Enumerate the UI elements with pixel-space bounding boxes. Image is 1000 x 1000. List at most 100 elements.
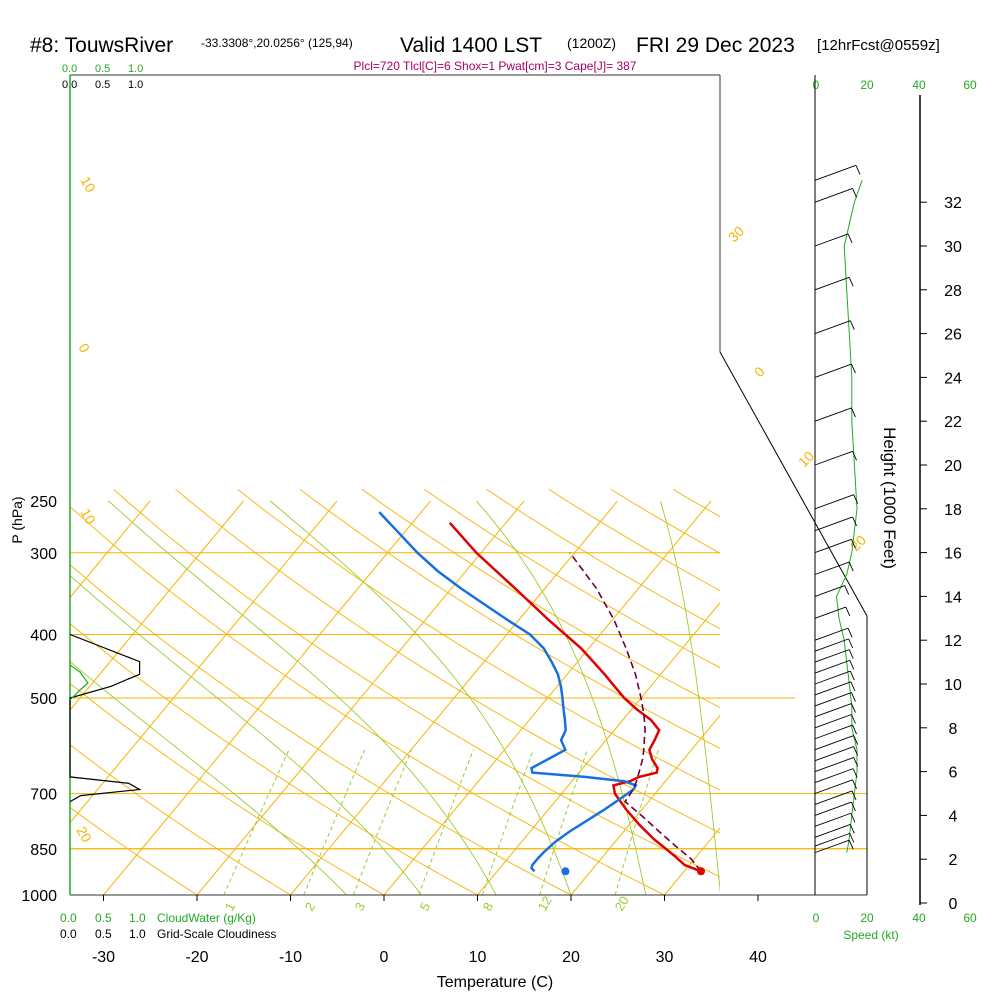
wind-barb-flag bbox=[848, 638, 854, 649]
wind-barb bbox=[814, 757, 854, 773]
cw-tick-bot-2: 1.0 bbox=[129, 911, 146, 925]
isotherm-line bbox=[852, 501, 1000, 895]
dry-adiabat-line bbox=[113, 488, 720, 878]
wind-barb-flag bbox=[851, 790, 857, 801]
pressure-tick-label: 700 bbox=[30, 787, 57, 804]
wind-barb bbox=[814, 839, 850, 854]
dry-adiabat-line bbox=[424, 488, 720, 669]
mixing-ratio-label: 12 bbox=[535, 893, 555, 913]
dry-adiabat-line bbox=[70, 505, 666, 895]
pressure-axis-label: P (hPa) bbox=[9, 496, 25, 543]
dry-adiabat-line bbox=[610, 488, 720, 554]
isotherm-line bbox=[196, 500, 525, 895]
wind-barb bbox=[814, 585, 845, 597]
height-tick-label: 26 bbox=[944, 327, 962, 344]
wind-barb bbox=[814, 724, 853, 740]
wind-barb-flag bbox=[848, 839, 854, 850]
wind-barb bbox=[814, 768, 854, 783]
temperature-tick-label: -20 bbox=[185, 949, 208, 966]
cloudwater-scale-bottom: 0.0 0.5 1.0 CloudWater (g/Kg) 0.0 0.5 1.… bbox=[60, 911, 276, 941]
isotherm-line bbox=[383, 500, 712, 895]
height-tick-label: 12 bbox=[944, 633, 962, 650]
wind-barb bbox=[814, 606, 846, 619]
dry-adiabat-line bbox=[237, 488, 720, 791]
wind-barb bbox=[814, 538, 852, 554]
wind-barb bbox=[814, 363, 852, 378]
pressure-tick-label: 850 bbox=[30, 842, 57, 859]
wind-barb-flag bbox=[853, 757, 859, 767]
wind-barb bbox=[814, 659, 850, 674]
pressure-axis: 250 300 400 500 700 850 1000 bbox=[21, 494, 57, 905]
height-tick-label: 22 bbox=[944, 414, 962, 431]
cloudiness-label: Grid-Scale Cloudiness bbox=[157, 927, 276, 941]
wind-barb bbox=[814, 649, 850, 663]
cl-tick-bot-1: 0.5 bbox=[95, 927, 112, 941]
wind-barb bbox=[814, 681, 852, 696]
wind-barb-flag bbox=[848, 649, 854, 659]
wind-barb bbox=[814, 801, 852, 816]
wind-barb bbox=[814, 494, 854, 510]
wind-profile bbox=[814, 164, 863, 854]
moist-adiabat-line bbox=[70, 574, 422, 895]
temperature-tick-label: 0 bbox=[380, 949, 389, 966]
speed-tick-bot-0: 0 bbox=[813, 911, 820, 925]
isotherm-line bbox=[103, 500, 431, 895]
cw-tick-bot-0: 0.0 bbox=[60, 911, 77, 925]
wind-barb bbox=[814, 627, 849, 641]
dry-adiabat-grid bbox=[70, 488, 720, 895]
wind-barb-flag bbox=[852, 779, 857, 789]
wind-barb bbox=[814, 692, 852, 707]
temperature-axis-label: Temperature (C) bbox=[437, 974, 553, 991]
cw-tick-top-0: 0.0 bbox=[62, 63, 77, 75]
height-tick-label: 32 bbox=[944, 195, 962, 212]
zulu-time: (1200Z) bbox=[567, 35, 616, 51]
wind-barb-flag bbox=[851, 407, 856, 418]
dry-adiabat-line bbox=[70, 682, 385, 895]
dewpoint-surface-marker bbox=[561, 867, 570, 876]
isotherm-label: 20 bbox=[73, 824, 95, 846]
mixing-ratio-label: 20 bbox=[612, 893, 632, 913]
wind-barb bbox=[814, 735, 854, 751]
wind-barb bbox=[814, 790, 853, 805]
wind-barb-flag bbox=[855, 165, 861, 175]
cl-tick-top-2: 1.0 bbox=[128, 79, 143, 91]
wind-barb-flag bbox=[847, 233, 853, 244]
dry-adiabat-line bbox=[299, 488, 720, 749]
wind-barb-flag bbox=[849, 670, 855, 681]
sounding-profiles bbox=[378, 511, 706, 876]
cw-tick-bot-1: 0.5 bbox=[95, 911, 112, 925]
parcel-profile bbox=[569, 552, 702, 872]
forecast-date: FRI 29 Dec 2023 bbox=[636, 34, 795, 57]
cl-tick-bot-0: 0.0 bbox=[60, 927, 77, 941]
wind-barb-flag bbox=[851, 692, 856, 702]
cw-tick-top-2: 1.0 bbox=[128, 63, 143, 75]
isotherm-line bbox=[570, 714, 720, 895]
dry-adiabat-line bbox=[361, 488, 720, 709]
height-tick-label: 6 bbox=[949, 765, 958, 782]
isotherm-label: 10 bbox=[77, 174, 99, 196]
mixing-ratio-line bbox=[481, 749, 534, 895]
moist-adiabat-line bbox=[659, 500, 720, 894]
height-tick-label: 0 bbox=[949, 896, 958, 913]
temperature-tick-label: 40 bbox=[749, 949, 767, 966]
station-coords: -33.3308°,20.0256° (125,94) bbox=[201, 36, 353, 50]
wind-barb-flag bbox=[852, 724, 857, 735]
speed-tick-bot-2: 40 bbox=[912, 911, 926, 925]
temperature-tick-label: -30 bbox=[92, 949, 115, 966]
stability-params: Plcl=720 Tlcl[C]=6 Shox=1 Pwat[cm]=3 Cap… bbox=[354, 59, 637, 73]
wind-barb bbox=[814, 276, 850, 291]
mixing-ratio-line bbox=[352, 749, 412, 895]
speed-tick-bot-3: 60 bbox=[963, 911, 977, 925]
height-tick-label: 10 bbox=[944, 677, 962, 694]
wind-barb-flag bbox=[850, 681, 856, 692]
isotherm-label: 0 bbox=[751, 363, 768, 380]
dry-adiabat-line bbox=[548, 488, 720, 592]
isotherm-line bbox=[664, 827, 720, 895]
temperature-axis: -30 -20 -10 0 10 20 30 40 bbox=[92, 895, 767, 966]
mixing-ratio-line bbox=[418, 749, 474, 895]
wind-barb bbox=[814, 714, 852, 729]
mixing-ratio-line bbox=[614, 749, 659, 895]
isotherm-label: 20 bbox=[847, 532, 869, 554]
cl-tick-bot-2: 1.0 bbox=[129, 927, 146, 941]
